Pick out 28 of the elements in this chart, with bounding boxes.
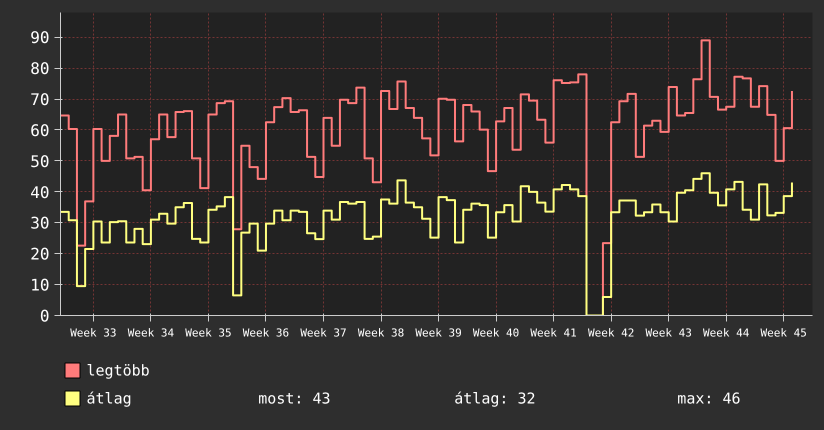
y-tick-label: 90 [30, 28, 50, 48]
y-tick-label: 50 [30, 152, 50, 171]
x-tick-label: Week 43 [645, 326, 692, 340]
x-tick-label: Week 41 [530, 326, 577, 340]
y-tick-label: 70 [30, 90, 50, 110]
y-tick-label: 80 [30, 59, 50, 78]
legend-label: legtöbb [86, 362, 150, 380]
y-tick-label: 20 [30, 244, 50, 264]
y-tick-label: 60 [30, 120, 50, 140]
x-tick-label: Week 35 [185, 326, 232, 340]
x-tick-label: Week 34 [128, 326, 174, 340]
text: most: 43 [258, 390, 331, 408]
legend-label: átlag [86, 390, 132, 408]
x-tick-label: Week 44 [703, 326, 750, 340]
x-tick-label: Week 36 [242, 326, 290, 340]
x-tick-label: Week 33 [70, 326, 117, 340]
y-tick-label: 40 [30, 182, 50, 202]
y-tick-label: 0 [40, 306, 50, 326]
y-tick-label: 10 [30, 276, 50, 295]
x-tick-label: Week 45 [760, 326, 807, 340]
y-tick-label: 30 [30, 214, 50, 233]
text: max: 46 [677, 390, 741, 408]
x-tick-label: Week 37 [300, 326, 347, 340]
x-tick-label: Week 39 [415, 326, 462, 340]
x-tick-label: Week 42 [588, 326, 634, 340]
text: átlag: 32 [454, 390, 536, 408]
x-tick-label: Week 38 [358, 326, 404, 340]
x-tick-label: Week 40 [472, 326, 520, 340]
